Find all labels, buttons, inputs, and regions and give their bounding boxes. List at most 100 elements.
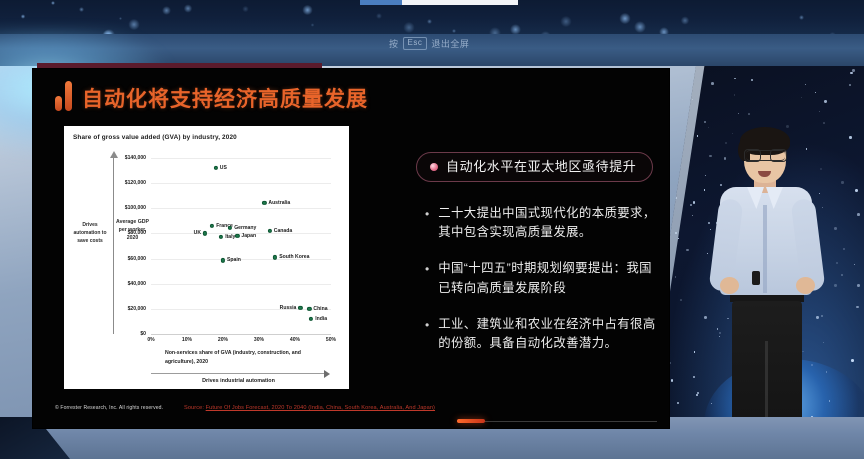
- background-star: [509, 23, 521, 36]
- background-star: [852, 69, 856, 73]
- background-star: [668, 361, 672, 364]
- background-star: [680, 299, 682, 301]
- y-axis-tick-label: $0: [140, 331, 146, 337]
- data-point: [220, 258, 226, 263]
- background-star: [718, 335, 720, 337]
- data-point-label: India: [315, 315, 328, 322]
- background-star: [751, 79, 754, 82]
- data-point-label: Germany: [234, 224, 257, 231]
- data-point-label: US: [219, 165, 227, 172]
- data-point-label: Spain: [227, 257, 241, 264]
- background-star: [819, 193, 820, 194]
- data-point-label: South Korea: [279, 254, 310, 261]
- data-point-label: Japan: [241, 232, 257, 239]
- glasses-icon: [744, 149, 787, 163]
- x-axis-tick-label: 20%: [217, 337, 229, 343]
- esc-key-badge[interactable]: Esc: [402, 37, 428, 50]
- background-star: [848, 84, 851, 86]
- bullet-list: • 二十大提出中国式现代化的本质要求，其中包含实现高质量发展。 • 中国“十四五”时期…: [425, 204, 661, 370]
- background-star: [402, 21, 415, 34]
- data-point-label: China: [313, 305, 328, 312]
- background-star: [857, 284, 860, 288]
- background-star: [51, 1, 56, 6]
- list-item: • 二十大提出中国式现代化的本质要求，其中包含实现高质量发展。: [425, 204, 661, 242]
- background-star: [691, 214, 693, 217]
- background-star: [310, 23, 315, 27]
- background-star: [560, 15, 572, 28]
- background-star: [801, 96, 803, 98]
- background-star: [704, 316, 708, 320]
- background-star: [693, 201, 696, 204]
- background-star: [696, 394, 698, 397]
- x-axis-line: [151, 334, 331, 335]
- gridline: [151, 158, 331, 159]
- background-star: [692, 375, 695, 378]
- background-star: [843, 248, 845, 251]
- y-axis-tick-label: $60,000: [127, 255, 146, 262]
- background-star: [732, 132, 734, 134]
- venue-ceiling: [0, 0, 864, 42]
- x-axis-tick-label: 50%: [325, 337, 337, 343]
- background-star: [690, 204, 692, 207]
- gridline: [151, 183, 331, 185]
- background-star: [828, 400, 831, 402]
- background-star: [452, 28, 457, 33]
- presenter-shirt-placket: [763, 205, 767, 293]
- data-point-label: Italy: [225, 233, 236, 240]
- background-star: [841, 274, 843, 276]
- slide-footer: © Forrester Research, Inc. All rights re…: [33, 405, 669, 417]
- background-star: [676, 401, 679, 404]
- page-title: 自动化将支持经济高质量发展: [82, 88, 368, 111]
- background-star: [488, 27, 501, 39]
- list-item: • 中国“十四五”时期规划纲要提出：我国已转向高质量发展阶段: [425, 259, 661, 297]
- background-star: [851, 359, 854, 363]
- x-direction-arrow-line: [151, 373, 326, 375]
- background-star: [748, 113, 751, 115]
- background-star: [161, 5, 172, 15]
- data-point: [213, 165, 218, 171]
- background-star: [855, 189, 858, 192]
- background-star: [824, 100, 827, 103]
- presenter-mouth: [758, 171, 771, 177]
- background-star: [704, 120, 707, 123]
- list-item-text: 工业、建筑业和农业在经济中占有很高的份额。具备自动化改善潜力。: [438, 316, 656, 351]
- background-star: [719, 332, 721, 334]
- background-star: [670, 379, 674, 382]
- bullet-marker-icon: •: [425, 262, 430, 277]
- chart-card: Share of gross value added (GVA) by indu…: [64, 126, 349, 389]
- source-link[interactable]: Future Of Jobs Forecast, 2020 To 2040 (I…: [205, 405, 436, 411]
- bullet-marker-icon: •: [425, 317, 430, 332]
- background-star: [823, 342, 824, 344]
- bullet-marker-icon: •: [425, 207, 430, 221]
- background-star: [802, 350, 804, 353]
- background-star: [737, 112, 740, 114]
- background-star: [707, 126, 709, 128]
- background-star: [820, 167, 823, 170]
- background-star: [686, 248, 689, 252]
- x-direction-arrow-icon: [324, 369, 330, 378]
- background-star: [821, 207, 824, 209]
- list-item-text: 二十大提出中国式现代化的本质要求，其中包含实现高质量发展。: [438, 206, 656, 240]
- background-star: [724, 141, 727, 144]
- y-axis-line: [113, 158, 114, 334]
- slide-title-row: 自动化将支持经济高质量发展: [55, 81, 368, 111]
- data-point: [262, 201, 267, 206]
- data-point-label: Australia: [268, 200, 291, 207]
- data-point-label: UK: [193, 230, 201, 237]
- background-star: [704, 174, 707, 176]
- background-star: [854, 264, 856, 266]
- list-item-text: 中国“十四五”时期规划纲要提出：我国已转向高质量发展阶段: [438, 261, 652, 295]
- background-star: [710, 402, 712, 404]
- background-star: [836, 261, 839, 264]
- y-axis-tick-label: $100,000: [124, 205, 146, 212]
- background-star: [804, 83, 806, 85]
- browser-tab-strip: [360, 0, 518, 5]
- highlight-text: 自动化水平在亚太地区亟待提升: [446, 159, 637, 174]
- background-star: [709, 154, 712, 158]
- background-star: [659, 27, 669, 38]
- presenter-figure: [692, 119, 842, 459]
- copyright-text: © Forrester Research, Inc. All rights re…: [55, 405, 164, 411]
- exit-fullscreen-hint: 按 Esc 退出全屏: [389, 37, 469, 50]
- background-star: [834, 284, 837, 287]
- background-star: [819, 110, 821, 112]
